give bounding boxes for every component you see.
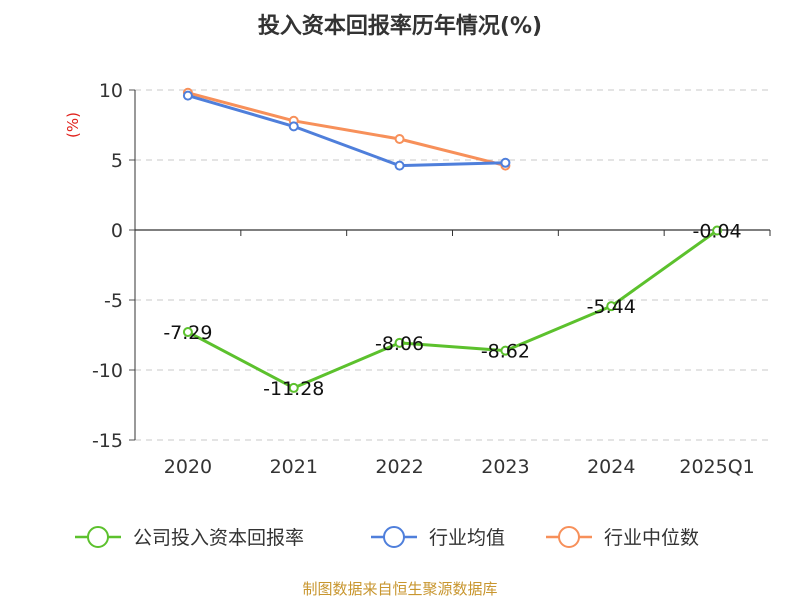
data-label: -5.44 — [587, 296, 636, 318]
x-tick-label: 2020 — [164, 456, 212, 478]
data-point — [288, 121, 299, 132]
y-axis-label: (%) — [64, 112, 82, 138]
data-point — [394, 160, 405, 171]
series-line — [187, 91, 506, 168]
legend-label: 公司投入资本回报率 — [133, 527, 304, 549]
data-point — [394, 337, 405, 348]
data-point — [606, 301, 617, 312]
series-lines — [182, 87, 723, 393]
legend-marker — [558, 526, 580, 548]
x-tick-label: 2022 — [375, 456, 423, 478]
source-note: 制图数据来自恒生聚源数据库 — [302, 580, 497, 598]
data-label: -8.62 — [481, 341, 530, 363]
legend-item: 公司投入资本回报率 — [75, 526, 304, 549]
data-label: -0.04 — [692, 221, 741, 243]
data-point — [712, 225, 723, 236]
legend-item: 行业中位数 — [546, 526, 699, 549]
chart-title: 投入资本回报率历年情况(%) — [258, 13, 542, 39]
y-tick-label: 5 — [111, 150, 123, 172]
data-labels: -7.29 -11.28 -8.06 -8.62 -5.44 -0.04 — [163, 221, 741, 400]
data-point — [182, 90, 193, 101]
data-point — [288, 382, 299, 393]
data-point — [182, 327, 193, 338]
data-label: -8.06 — [375, 333, 424, 355]
x-tick-label: 2024 — [587, 456, 635, 478]
legend-item: 行业均值 — [371, 526, 505, 549]
y-tick-label: -10 — [92, 360, 123, 382]
legend: 公司投入资本回报率 行业均值 行业中位数 — [75, 526, 699, 549]
series-line — [187, 94, 506, 168]
legend-label: 行业中位数 — [604, 527, 699, 549]
data-point — [500, 345, 511, 356]
y-tick-label: 0 — [111, 220, 123, 242]
legend-marker — [87, 526, 109, 548]
grid-lines — [135, 89, 770, 441]
legend-label: 行业均值 — [429, 527, 505, 549]
series-line — [187, 229, 718, 390]
x-tick-label: 2021 — [270, 456, 318, 478]
data-point — [500, 157, 511, 168]
data-label: -7.29 — [163, 322, 212, 344]
data-label: -11.28 — [263, 378, 324, 400]
x-tick-label: 2023 — [481, 456, 529, 478]
axes: 10 5 0 -5 -10 -15 2020 2021 2022 2023 2024 2025Q1 — [92, 80, 771, 478]
data-point — [394, 134, 405, 144]
y-tick-label: 10 — [99, 80, 123, 102]
x-tick-label: 2025Q1 — [679, 456, 754, 478]
y-tick-label: -15 — [92, 430, 123, 452]
legend-marker — [383, 526, 405, 548]
y-tick-label: -5 — [104, 290, 123, 312]
